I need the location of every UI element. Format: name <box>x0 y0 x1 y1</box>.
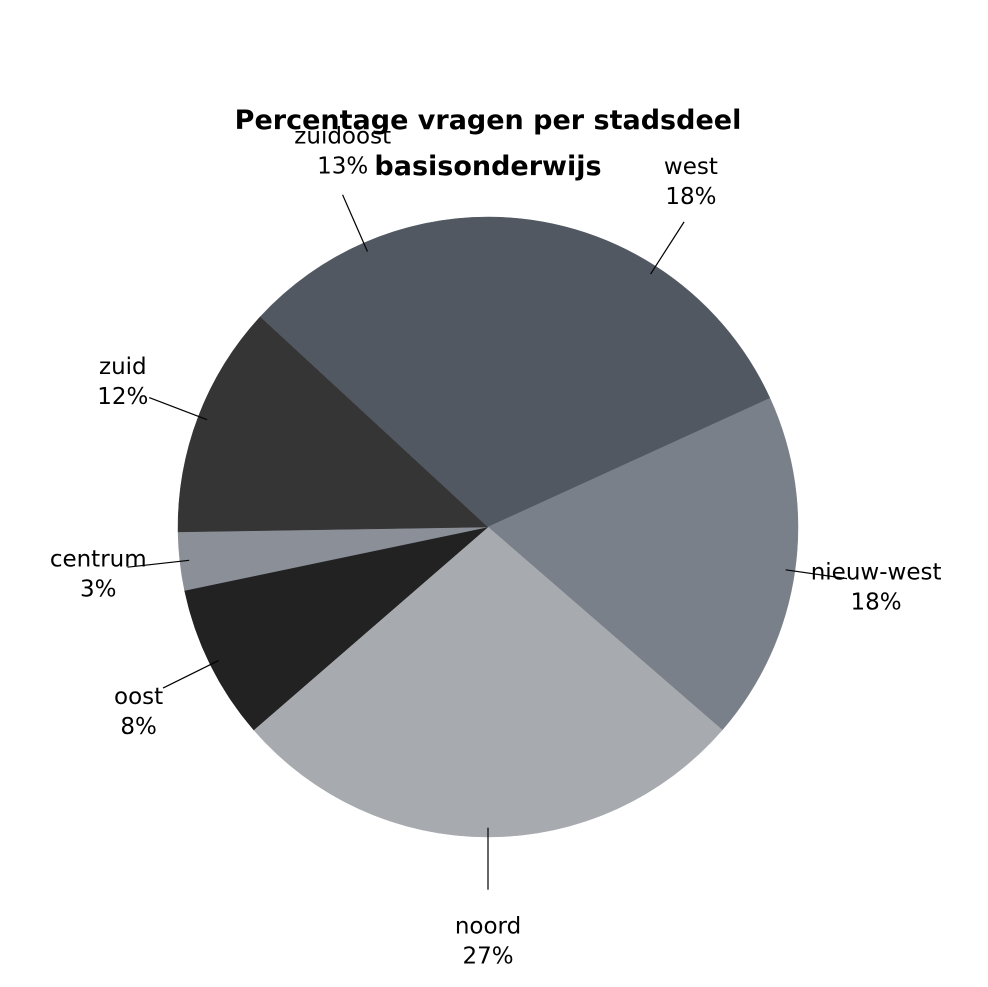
slice-value-label: 27% <box>462 943 513 969</box>
slice-label: west <box>664 154 718 180</box>
slice-label: centrum <box>50 547 147 573</box>
leader-line <box>650 221 685 275</box>
slice-value-label: 12% <box>97 384 148 410</box>
slice-label: oost <box>114 684 163 710</box>
slice-label: nieuw-west <box>811 560 942 586</box>
slice-value-label: 8% <box>120 714 157 740</box>
leader-line <box>162 659 219 689</box>
slice-value-label: 13% <box>317 153 368 179</box>
leader-line <box>127 559 190 568</box>
leader-line <box>148 396 208 421</box>
slice-value-label: 18% <box>665 184 716 210</box>
slice-value-label: 3% <box>80 577 117 603</box>
leader-line <box>342 194 368 252</box>
slice-label: zuidoost <box>294 123 391 149</box>
slice-label: zuid <box>99 354 147 380</box>
slice-value-label: 18% <box>851 590 902 616</box>
chart-title: Percentage vragen per stadsdeel basisond… <box>234 105 742 182</box>
slice-label: noord <box>455 913 521 939</box>
leader-line <box>785 569 848 580</box>
